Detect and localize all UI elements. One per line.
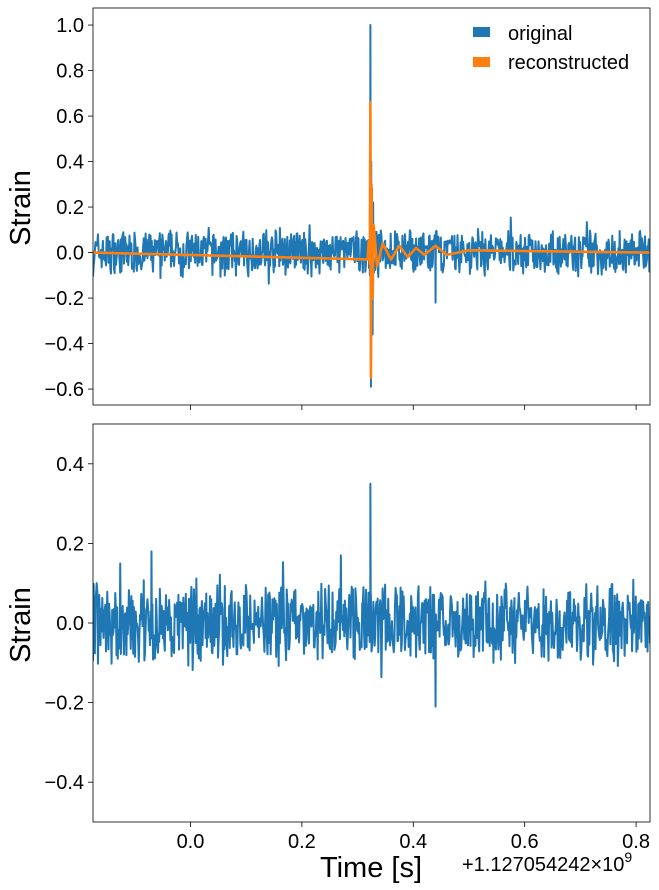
top-x-ticks — [190, 405, 637, 410]
bottom-panel: −0.4 −0.2 0.0 0.2 0.4 0.0 0.2 0.4 0.6 0.8 Strain… — [5, 423, 651, 884]
bottom-ylabel: Strain — [5, 587, 37, 663]
bottom-xlabel: Time [s] — [320, 852, 422, 884]
y-tick-label: 0.6 — [56, 106, 84, 128]
y-tick-label: −0.4 — [45, 772, 84, 794]
legend: original reconstructed — [473, 23, 629, 74]
x-offset-text: +1.127054242×109 — [462, 849, 632, 876]
y-tick-label: 1.0 — [56, 15, 84, 37]
x-offset-exponent: 9 — [624, 849, 632, 865]
y-tick-label: 0.4 — [56, 454, 84, 476]
series-line-reconstructed — [93, 101, 650, 379]
x-tick-label: 0.0 — [177, 831, 205, 853]
bottom-y-ticks: −0.4 −0.2 0.0 0.2 0.4 — [45, 454, 93, 794]
x-tick-label: 0.4 — [399, 831, 427, 853]
x-tick-label: 0.6 — [511, 831, 539, 853]
x-offset-base: +1.127054242×10 — [462, 854, 624, 876]
x-tick-label: 0.2 — [288, 831, 316, 853]
legend-label-reconstructed: reconstructed — [508, 52, 629, 74]
bottom-x-ticks: 0.0 0.2 0.4 0.6 0.8 — [177, 822, 650, 853]
y-tick-label: −0.2 — [45, 288, 84, 310]
y-tick-label: 0.0 — [56, 243, 84, 265]
y-tick-label: −0.6 — [45, 379, 84, 401]
y-tick-label: 0.8 — [56, 61, 84, 83]
y-tick-label: 0.4 — [56, 152, 84, 174]
y-tick-label: 0.2 — [56, 533, 84, 555]
legend-swatch-reconstructed — [473, 57, 490, 67]
top-axes-frame — [92, 7, 651, 406]
top-ylabel: Strain — [5, 170, 37, 246]
y-tick-label: 0.0 — [56, 613, 84, 635]
x-tick-label: 0.8 — [622, 831, 650, 853]
y-tick-label: −0.4 — [45, 334, 84, 356]
legend-swatch-original — [473, 27, 490, 37]
bottom-series-group — [93, 482, 650, 708]
y-tick-label: −0.2 — [45, 693, 84, 715]
legend-label-original: original — [508, 23, 572, 45]
top-series-group — [93, 24, 650, 388]
series-line-residual — [93, 482, 650, 708]
top-panel: −0.6 −0.4 −0.2 0.0 0.2 0.4 0.6 0.8 1.0 Strain or… — [5, 7, 651, 410]
top-y-ticks: −0.6 −0.4 −0.2 0.0 0.2 0.4 0.6 0.8 1.0 — [45, 15, 93, 401]
y-tick-label: 0.2 — [56, 197, 84, 219]
